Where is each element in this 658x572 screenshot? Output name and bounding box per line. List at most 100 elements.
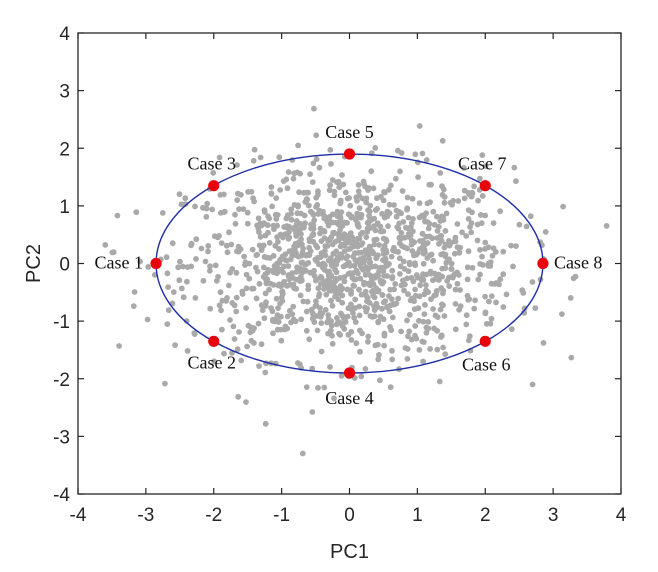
sample-point [293, 276, 300, 283]
sample-point [411, 239, 418, 246]
x-tick-label: -4 [70, 505, 87, 526]
sample-point [429, 235, 436, 242]
sample-point [315, 188, 321, 195]
sample-point [389, 314, 396, 321]
sample-point [102, 242, 109, 248]
sample-point [257, 233, 264, 240]
sample-point [329, 302, 336, 309]
sample-point [218, 307, 224, 314]
sample-point [441, 199, 448, 206]
sample-point [178, 201, 185, 208]
sample-point [356, 286, 362, 293]
sample-point [328, 327, 334, 334]
sample-point [387, 384, 394, 391]
sample-point [407, 232, 414, 239]
sample-point [341, 278, 348, 285]
sample-point [273, 195, 280, 202]
sample-point [164, 321, 171, 327]
sample-point [284, 185, 291, 192]
sample-point [363, 195, 370, 202]
sample-point [262, 271, 269, 278]
sample-point [461, 187, 468, 194]
sample-point [529, 381, 536, 388]
sample-point [513, 243, 519, 250]
sample-point [508, 242, 514, 249]
sample-point [397, 271, 403, 277]
sample-point [385, 223, 391, 230]
sample-point [347, 262, 353, 269]
sample-point [328, 297, 334, 304]
sample-point [335, 221, 342, 228]
sample-point [529, 279, 536, 285]
sample-point [183, 318, 190, 324]
sample-point [315, 285, 322, 292]
sample-point [480, 262, 486, 268]
sample-point [300, 245, 306, 252]
sample-point [497, 276, 504, 283]
sample-point [293, 233, 300, 239]
sample-point [253, 252, 260, 259]
sample-point [352, 250, 358, 257]
sample-point [311, 105, 317, 112]
sample-point [300, 298, 307, 305]
sample-point [416, 123, 423, 129]
sample-point [275, 319, 282, 325]
sample-point [268, 305, 274, 311]
sample-point [282, 323, 289, 330]
sample-point [345, 271, 352, 277]
sample-point [353, 340, 360, 347]
sample-point [175, 264, 182, 271]
sample-point [253, 264, 259, 271]
y-tick-label: 4 [59, 24, 70, 45]
sample-point [353, 214, 359, 221]
sample-point [217, 192, 224, 198]
sample-point [351, 262, 358, 269]
sample-point [318, 275, 325, 282]
sample-point [471, 183, 477, 190]
y-tick-label: 1 [59, 197, 70, 218]
sample-point [262, 420, 269, 427]
sample-point [401, 287, 407, 294]
sample-point [256, 229, 262, 236]
sample-point [436, 277, 442, 283]
sample-point [396, 240, 403, 247]
sample-point [416, 347, 423, 353]
sample-point [497, 208, 504, 215]
sample-point [412, 323, 419, 329]
sample-point [560, 203, 566, 210]
case-label: Case 4 [325, 388, 374, 408]
sample-point [268, 184, 275, 190]
sample-point [380, 257, 386, 263]
sample-point [438, 237, 445, 244]
sample-point [265, 213, 271, 220]
sample-point [448, 260, 455, 267]
sample-point [322, 252, 329, 259]
sample-point [348, 337, 355, 343]
sample-point [318, 320, 325, 326]
sample-point [482, 310, 489, 317]
sample-point [227, 317, 233, 323]
sample-point [366, 259, 373, 266]
sample-point [299, 450, 306, 457]
sample-point [283, 215, 290, 222]
sample-point [290, 303, 297, 310]
sample-point [520, 290, 527, 296]
sample-point [420, 260, 427, 267]
sample-point [423, 233, 430, 240]
sample-point [384, 213, 391, 220]
sample-point [521, 305, 528, 312]
sample-point [454, 280, 461, 287]
sample-point [400, 258, 407, 265]
sample-point [405, 214, 412, 221]
sample-point [361, 279, 367, 286]
sample-point [430, 257, 436, 264]
sample-point [436, 378, 443, 385]
sample-point [203, 205, 210, 212]
sample-point [416, 200, 423, 207]
x-tick-label: 4 [616, 505, 627, 526]
sample-point [336, 184, 343, 191]
x-tick-label: 0 [344, 505, 355, 526]
sample-point [409, 195, 416, 202]
sample-point [295, 360, 301, 366]
sample-point [542, 229, 549, 235]
